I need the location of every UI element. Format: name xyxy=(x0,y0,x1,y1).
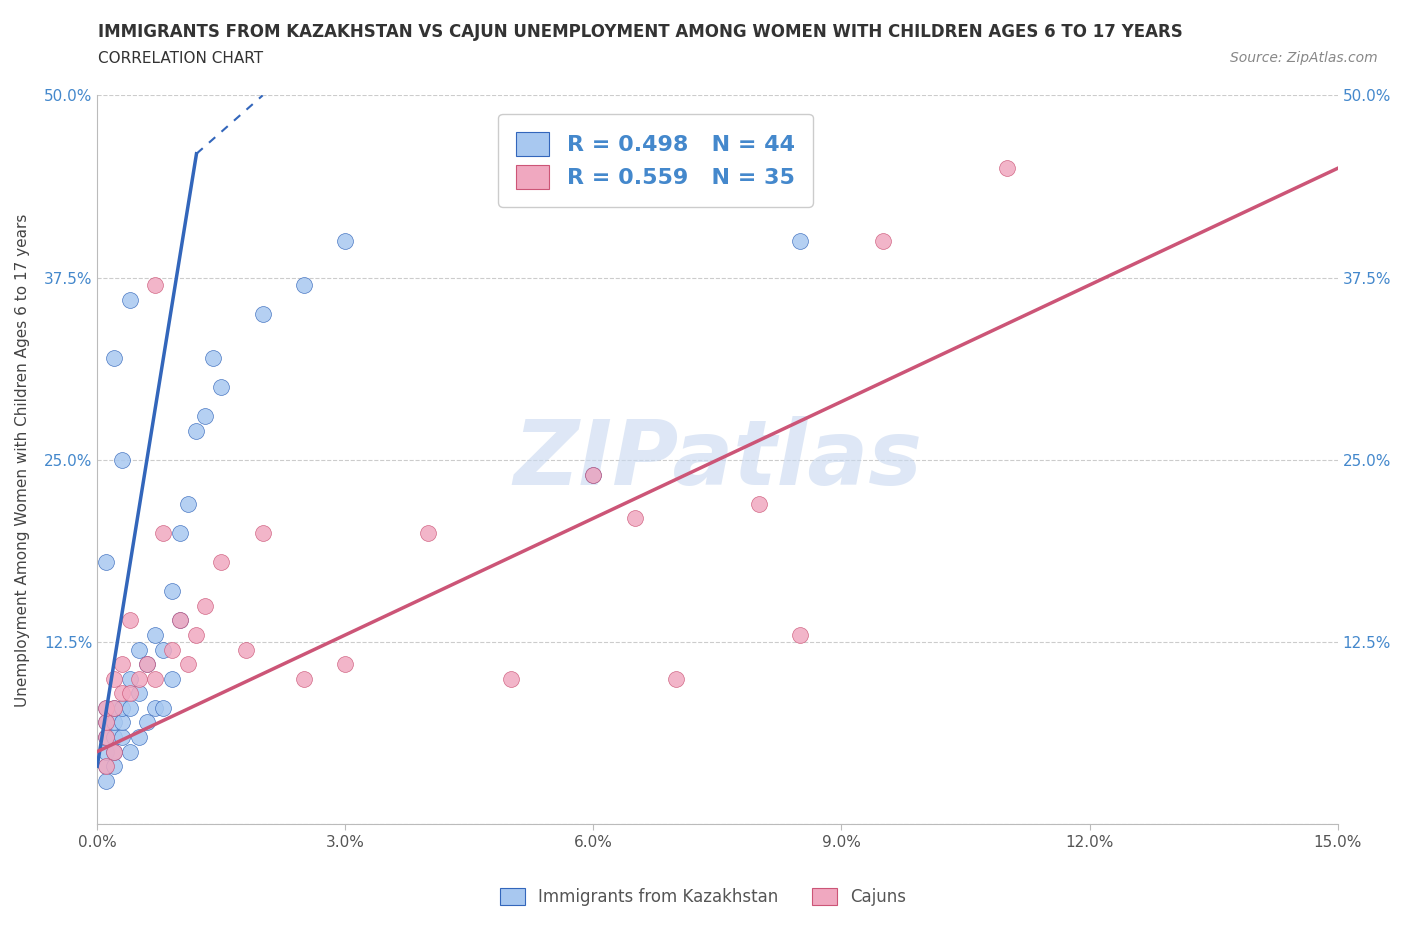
Point xyxy=(94,554,117,569)
Point xyxy=(143,700,166,715)
Point xyxy=(499,671,522,686)
Point xyxy=(789,628,811,643)
Point xyxy=(94,744,117,759)
Point xyxy=(120,613,142,628)
Point xyxy=(872,233,894,248)
Point xyxy=(94,729,117,744)
Point xyxy=(160,584,183,599)
Text: IMMIGRANTS FROM KAZAKHSTAN VS CAJUN UNEMPLOYMENT AMONG WOMEN WITH CHILDREN AGES : IMMIGRANTS FROM KAZAKHSTAN VS CAJUN UNEM… xyxy=(98,23,1184,41)
Point xyxy=(135,657,157,671)
Point xyxy=(128,729,150,744)
Point xyxy=(135,657,157,671)
Point xyxy=(194,598,217,613)
Point xyxy=(416,525,439,540)
Point xyxy=(995,161,1018,176)
Point xyxy=(94,700,117,715)
Text: Source: ZipAtlas.com: Source: ZipAtlas.com xyxy=(1230,51,1378,65)
Point xyxy=(143,671,166,686)
Point xyxy=(582,467,605,482)
Point xyxy=(120,744,142,759)
Point xyxy=(128,671,150,686)
Point xyxy=(623,511,645,525)
Point xyxy=(135,715,157,730)
Point xyxy=(103,744,125,759)
Point xyxy=(186,628,208,643)
Point xyxy=(103,700,125,715)
Point xyxy=(177,657,200,671)
Point xyxy=(789,233,811,248)
Point xyxy=(111,453,134,468)
Point xyxy=(94,700,117,715)
Point xyxy=(94,715,117,730)
Point xyxy=(120,671,142,686)
Point xyxy=(152,642,174,657)
Point xyxy=(194,409,217,424)
Point xyxy=(252,525,274,540)
Point xyxy=(111,715,134,730)
Point xyxy=(235,642,257,657)
Point xyxy=(143,277,166,292)
Point xyxy=(94,729,117,744)
Point xyxy=(177,497,200,512)
Point xyxy=(103,700,125,715)
Legend: Immigrants from Kazakhstan, Cajuns: Immigrants from Kazakhstan, Cajuns xyxy=(494,881,912,912)
Point xyxy=(335,233,357,248)
Point xyxy=(665,671,688,686)
Point xyxy=(209,379,232,394)
Point xyxy=(160,642,183,657)
Point xyxy=(186,423,208,438)
Point xyxy=(103,744,125,759)
Legend: R = 0.498   N = 44, R = 0.559   N = 35: R = 0.498 N = 44, R = 0.559 N = 35 xyxy=(498,113,813,206)
Point xyxy=(128,685,150,700)
Point xyxy=(128,642,150,657)
Point xyxy=(111,700,134,715)
Point xyxy=(169,613,191,628)
Text: ZIPatlas: ZIPatlas xyxy=(513,416,922,504)
Point xyxy=(94,715,117,730)
Point xyxy=(120,292,142,307)
Point xyxy=(202,351,225,365)
Point xyxy=(103,715,125,730)
Point xyxy=(103,351,125,365)
Point xyxy=(152,525,174,540)
Point xyxy=(103,729,125,744)
Y-axis label: Unemployment Among Women with Children Ages 6 to 17 years: Unemployment Among Women with Children A… xyxy=(15,213,30,707)
Point xyxy=(292,277,315,292)
Point xyxy=(292,671,315,686)
Point xyxy=(94,759,117,774)
Point xyxy=(169,613,191,628)
Point xyxy=(120,700,142,715)
Point xyxy=(152,700,174,715)
Point xyxy=(94,774,117,789)
Point xyxy=(103,759,125,774)
Text: CORRELATION CHART: CORRELATION CHART xyxy=(98,51,263,66)
Point xyxy=(335,657,357,671)
Point xyxy=(103,671,125,686)
Point xyxy=(111,729,134,744)
Point xyxy=(111,685,134,700)
Point xyxy=(120,685,142,700)
Point xyxy=(252,307,274,322)
Point xyxy=(209,554,232,569)
Point xyxy=(582,467,605,482)
Point xyxy=(169,525,191,540)
Point xyxy=(160,671,183,686)
Point xyxy=(143,628,166,643)
Point xyxy=(748,497,770,512)
Point xyxy=(111,657,134,671)
Point xyxy=(94,759,117,774)
